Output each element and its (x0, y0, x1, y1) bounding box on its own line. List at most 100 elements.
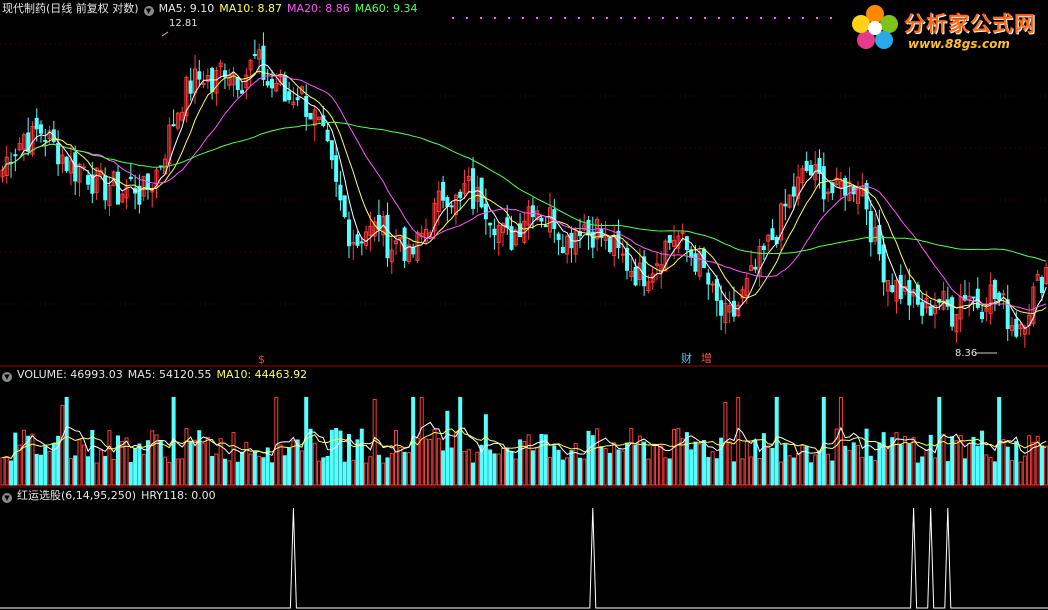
volume-bar (526, 434, 531, 486)
event-dot (760, 17, 762, 19)
volume-bar (94, 462, 99, 486)
candle-body (218, 62, 223, 68)
candle-body (317, 116, 322, 121)
share-increase-marker[interactable]: 增 (701, 352, 712, 365)
event-dot (466, 17, 468, 19)
candle-body (299, 86, 304, 94)
candle-body (590, 231, 595, 248)
candle-body (137, 185, 142, 205)
volume-bar (659, 445, 664, 486)
volume-bar (911, 437, 916, 486)
volume-bar (133, 448, 138, 486)
event-dot (564, 17, 566, 19)
candle-body (800, 168, 805, 183)
candle-body (449, 205, 454, 208)
high-price-pointer (161, 31, 169, 37)
finance-report-marker[interactable]: 财 (681, 352, 692, 365)
low-price-label: 8.36 (955, 348, 978, 359)
volume-bar (458, 396, 463, 486)
settings-circle-icon[interactable]: ▼ (2, 493, 12, 503)
volume-bar (680, 438, 685, 486)
volume-bar (518, 439, 523, 486)
volume-bar (372, 398, 377, 486)
candle-body (312, 109, 317, 126)
candle-body (881, 244, 886, 283)
candle-body (141, 175, 146, 197)
volume-bar (565, 457, 570, 486)
candle-body (167, 124, 172, 165)
volume-bar (800, 444, 805, 486)
candle-body (684, 236, 689, 251)
volume-bar (761, 433, 766, 486)
volume-bar (791, 457, 796, 486)
candle-body (847, 181, 852, 201)
volume-bar (248, 453, 253, 486)
volume-bar (145, 440, 150, 486)
event-dot (830, 17, 832, 19)
candle-body (646, 281, 651, 291)
candle-body (530, 205, 535, 218)
candle-body (240, 90, 245, 94)
settings-circle-icon[interactable]: ▼ (143, 6, 154, 16)
volume-bar (1035, 435, 1040, 486)
volume-bar (860, 456, 865, 486)
volume-bar (689, 449, 694, 486)
volume-bar (90, 429, 95, 486)
volume-bar (573, 443, 578, 486)
volume-bar (950, 436, 955, 486)
ma20-line (2, 75, 1047, 311)
volume-bar (432, 429, 437, 486)
candle-body (548, 207, 553, 233)
volume-bar (907, 444, 912, 486)
candle-body (868, 211, 873, 243)
candle-body (26, 132, 31, 152)
volume-bar (924, 449, 929, 486)
candle-body (980, 311, 985, 319)
volume-bar (111, 458, 116, 486)
volume-bar (1039, 445, 1044, 486)
volume-bar (137, 443, 142, 486)
volume-bar (988, 457, 993, 486)
candle-body (535, 210, 540, 221)
volume-bar (1027, 435, 1032, 486)
volume-bar (577, 457, 582, 486)
candle-body (620, 253, 625, 256)
candle-body (856, 185, 861, 204)
candle-body (749, 265, 754, 272)
site-logo[interactable]: 分析家公式网 www.88gs.com (848, 2, 1044, 54)
candle-body (34, 117, 39, 130)
volume-bar (381, 462, 386, 486)
volume-bar (1022, 455, 1027, 486)
candle-body (770, 228, 775, 241)
volume-bar (821, 396, 826, 486)
volume-bar (962, 458, 967, 486)
volume-bar (898, 444, 903, 486)
candle-body (992, 280, 997, 300)
candle-body (928, 306, 933, 316)
candle-body (740, 289, 745, 299)
candle-body (43, 139, 48, 142)
settings-circle-icon[interactable]: ▼ (2, 372, 12, 382)
event-dot (606, 17, 608, 19)
candle-body (394, 240, 399, 245)
volume-bar (702, 440, 707, 486)
volume-bar (719, 437, 724, 486)
logo-title: 分析家公式网 (904, 12, 1036, 36)
event-dot (494, 17, 496, 19)
candle-body (60, 154, 65, 164)
volume-bar (1044, 445, 1048, 486)
ma10-readout: MA10: 8.87 (219, 2, 283, 15)
volume-bar (885, 448, 890, 486)
volume-bar (355, 439, 360, 486)
volume-bar (535, 446, 540, 486)
event-dot (718, 17, 720, 19)
volume-bar (817, 450, 822, 486)
candle-body (475, 186, 480, 202)
candle-body (954, 314, 959, 333)
candle-body (543, 225, 548, 228)
candle-body (1022, 326, 1027, 335)
event-dot (648, 17, 650, 19)
dividend-marker[interactable]: $ (258, 353, 265, 366)
